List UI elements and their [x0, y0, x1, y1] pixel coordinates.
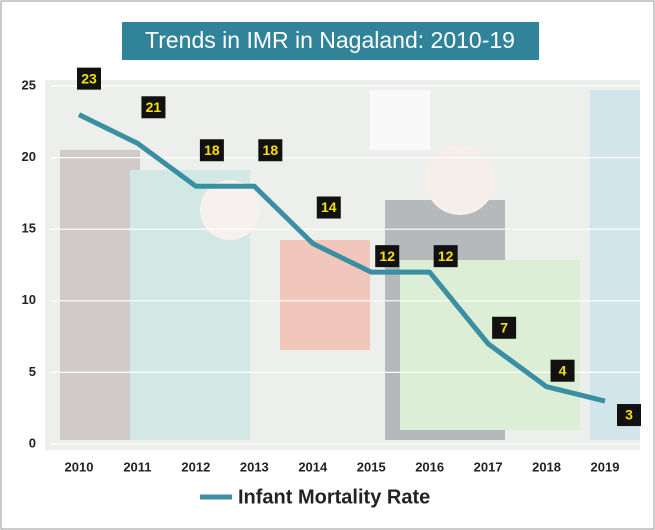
data-label-box — [550, 359, 575, 382]
x-tick-label: 2011 — [123, 459, 151, 474]
x-tick-label: 2015 — [357, 459, 386, 474]
data-label-box — [617, 404, 641, 427]
data-label: 3 — [625, 407, 633, 423]
data-label: 18 — [204, 142, 220, 158]
data-label: 4 — [559, 362, 567, 378]
data-label-box — [492, 316, 517, 339]
x-tick-label: 2012 — [181, 459, 210, 474]
y-tick-label: 5 — [29, 364, 36, 379]
data-label-box — [433, 245, 458, 268]
data-line — [77, 112, 606, 404]
y-tick-label: 25 — [22, 77, 36, 92]
legend-label: Infant Mortality Rate — [238, 486, 430, 508]
y-tick-label: 15 — [22, 221, 36, 236]
data-label: 23 — [81, 70, 97, 86]
x-tick-label: 2019 — [591, 459, 620, 474]
data-label: 21 — [146, 99, 162, 115]
background-photo — [45, 80, 640, 450]
data-label: 12 — [438, 248, 454, 264]
x-tick-label: 2014 — [298, 459, 328, 474]
x-tick-label: 2013 — [240, 459, 269, 474]
y-tick-label: 20 — [22, 149, 36, 164]
y-tick-label: 10 — [22, 292, 36, 307]
y-tick-label: 0 — [29, 435, 36, 450]
title-box — [122, 22, 539, 60]
data-label-box — [375, 245, 400, 268]
data-label: 12 — [379, 248, 395, 264]
data-label: 7 — [500, 319, 508, 335]
data-label-box — [316, 196, 341, 219]
chart-title: Trends in IMR in Nagaland: 2010-19 — [145, 27, 515, 53]
data-label-box — [141, 96, 166, 119]
x-tick-label: 2016 — [415, 459, 444, 474]
data-label: 14 — [321, 199, 337, 215]
x-tick-label: 2017 — [474, 459, 503, 474]
data-label-box — [199, 139, 224, 162]
x-tick-label: 2018 — [532, 459, 561, 474]
x-tick-label: 2010 — [65, 459, 94, 474]
data-label-box — [77, 67, 101, 90]
data-label-box — [258, 139, 283, 162]
data-label: 18 — [263, 142, 279, 158]
